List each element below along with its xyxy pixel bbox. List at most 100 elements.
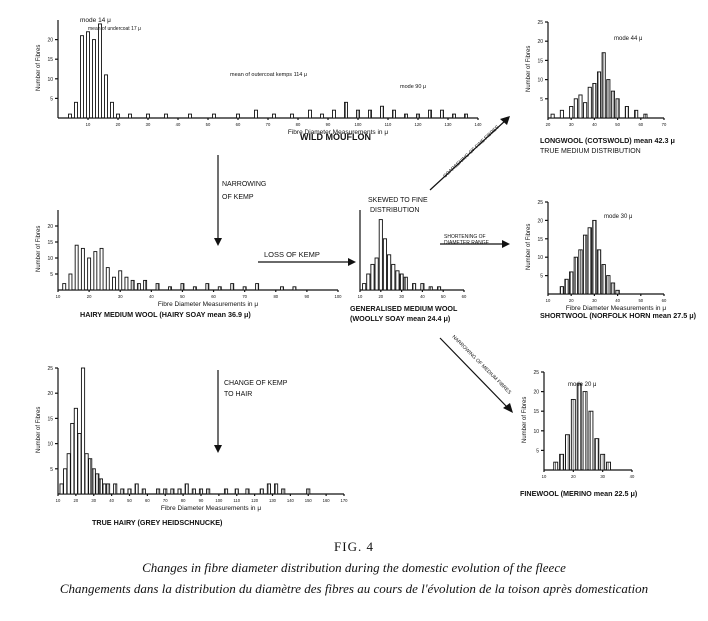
x-tick-label: 10 (56, 498, 61, 503)
arrow-narrowing-kemp: NARROWING OF KEMP (214, 155, 266, 246)
bar (259, 488, 264, 495)
y-tick-label: 25 (533, 370, 539, 376)
bar (592, 82, 597, 119)
bar (272, 113, 276, 119)
arrow-narrowing-medium: NARROWING OF MEDIUM FIBRES (439, 334, 513, 413)
y-tick-label: 15 (537, 58, 543, 64)
x-axis-label: Fibre Diameter Measurements in μ (161, 505, 261, 512)
bar (643, 113, 648, 119)
chart-title: TRUE HAIRY (GREY HEIDSCHNUCKE) (92, 518, 223, 527)
x-tick-label: 150 (305, 498, 313, 503)
bar (615, 289, 620, 295)
x-tick-label: 40 (615, 298, 620, 303)
bar (290, 113, 294, 119)
x-tick-label: 160 (323, 498, 331, 503)
bar (588, 410, 594, 471)
x-tick-label: 20 (569, 298, 574, 303)
label-narrowing-of: NARROWING (222, 181, 266, 188)
bar (596, 249, 602, 295)
y-tick-label: 20 (47, 38, 53, 44)
x-tick-label: 60 (145, 498, 150, 503)
label-to-hair: TO HAIR (224, 391, 252, 398)
bar (73, 407, 78, 495)
chart-shortwool: 5 10 15 20 25 10 20 30 40 50 60 Number of Fibres Fib… (526, 200, 697, 320)
bar (578, 249, 583, 295)
bar (601, 52, 606, 119)
x-tick-label: 30 (592, 298, 597, 303)
bar (344, 101, 348, 119)
bar (134, 483, 139, 495)
bar (416, 113, 420, 119)
bar (80, 367, 86, 495)
bar (587, 86, 592, 119)
x-tick-label: 10 (542, 474, 547, 479)
x-tick-label: 10 (358, 294, 363, 299)
x-tick-label: 20 (74, 498, 79, 503)
bar (565, 434, 570, 471)
bar (403, 276, 408, 291)
bar (141, 488, 146, 495)
bar (198, 488, 204, 495)
arrow-shortening: SHORTENING OF DIAMETER RANGE (440, 234, 510, 248)
bar (98, 23, 102, 119)
y-tick-label: 5 (536, 448, 539, 454)
bar (188, 113, 192, 119)
bar (70, 422, 75, 495)
x-tick-label: 50 (180, 294, 185, 299)
bar (395, 270, 400, 291)
bar (306, 488, 311, 495)
y-tick-label: 5 (50, 96, 53, 102)
label-distribution: DISTRIBUTION (370, 207, 419, 214)
bar (66, 453, 71, 495)
bar (374, 257, 379, 291)
y-tick-label: 5 (540, 97, 543, 103)
x-tick-label: 30 (600, 474, 605, 479)
chart-title: WILD MOUFLON (300, 132, 371, 142)
bar (553, 461, 559, 471)
x-tick-label: 120 (415, 122, 423, 127)
bar (464, 113, 468, 119)
y-tick-label: 5 (540, 274, 543, 280)
chart-subtitle: TRUE MEDIUM DISTRIBUTION (540, 148, 641, 155)
label-change-of-kemp: CHANGE OF KEMP (224, 380, 288, 387)
bar (116, 113, 120, 119)
x-tick-label: 60 (462, 294, 467, 299)
x-tick-label: 80 (181, 498, 186, 503)
x-axis-label: Fibre Diameter Measurements in μ (566, 305, 666, 312)
x-tick-label: 20 (546, 122, 551, 127)
chart-annotation: mean of outercoat kemps 114 μ (230, 72, 307, 78)
x-tick-label: 140 (287, 498, 295, 503)
y-tick-label: 20 (533, 390, 539, 396)
bar (68, 113, 72, 119)
bar (356, 109, 360, 119)
bar (624, 106, 629, 119)
y-tick-label: 25 (537, 200, 543, 206)
y-tick-label: 25 (537, 20, 543, 26)
bar (74, 244, 79, 291)
bar (143, 279, 148, 291)
bar (87, 257, 92, 291)
chart-longwool: 5 10 15 20 25 20 30 40 50 60 70 Number of Fibres LON… (526, 20, 675, 155)
figure-label: FIG. 4 (334, 539, 374, 554)
bar (105, 483, 111, 495)
x-tick-label: 80 (273, 294, 278, 299)
bar (156, 488, 161, 495)
bar (91, 468, 96, 495)
y-axis-label: Number of Fibres (526, 224, 532, 270)
bar (582, 234, 588, 295)
caption-english: Changes in fibre diameter distribution d… (142, 560, 566, 575)
bar (601, 264, 606, 295)
arrow-change-kemp: CHANGE OF KEMP TO HAIR (214, 370, 288, 453)
label-diameter-range: DIAMETER RANGE (444, 240, 490, 246)
bar (420, 283, 425, 291)
bar (578, 94, 583, 119)
bar (136, 283, 141, 291)
x-tick-label: 140 (475, 122, 483, 127)
label-narrowing-medium: NARROWING OF MEDIUM FIBRES (451, 334, 513, 396)
bar (436, 286, 442, 291)
bar (104, 74, 108, 119)
bar (378, 219, 383, 291)
bar (102, 483, 107, 495)
y-tick-label: 10 (47, 442, 53, 448)
bar (582, 391, 588, 471)
